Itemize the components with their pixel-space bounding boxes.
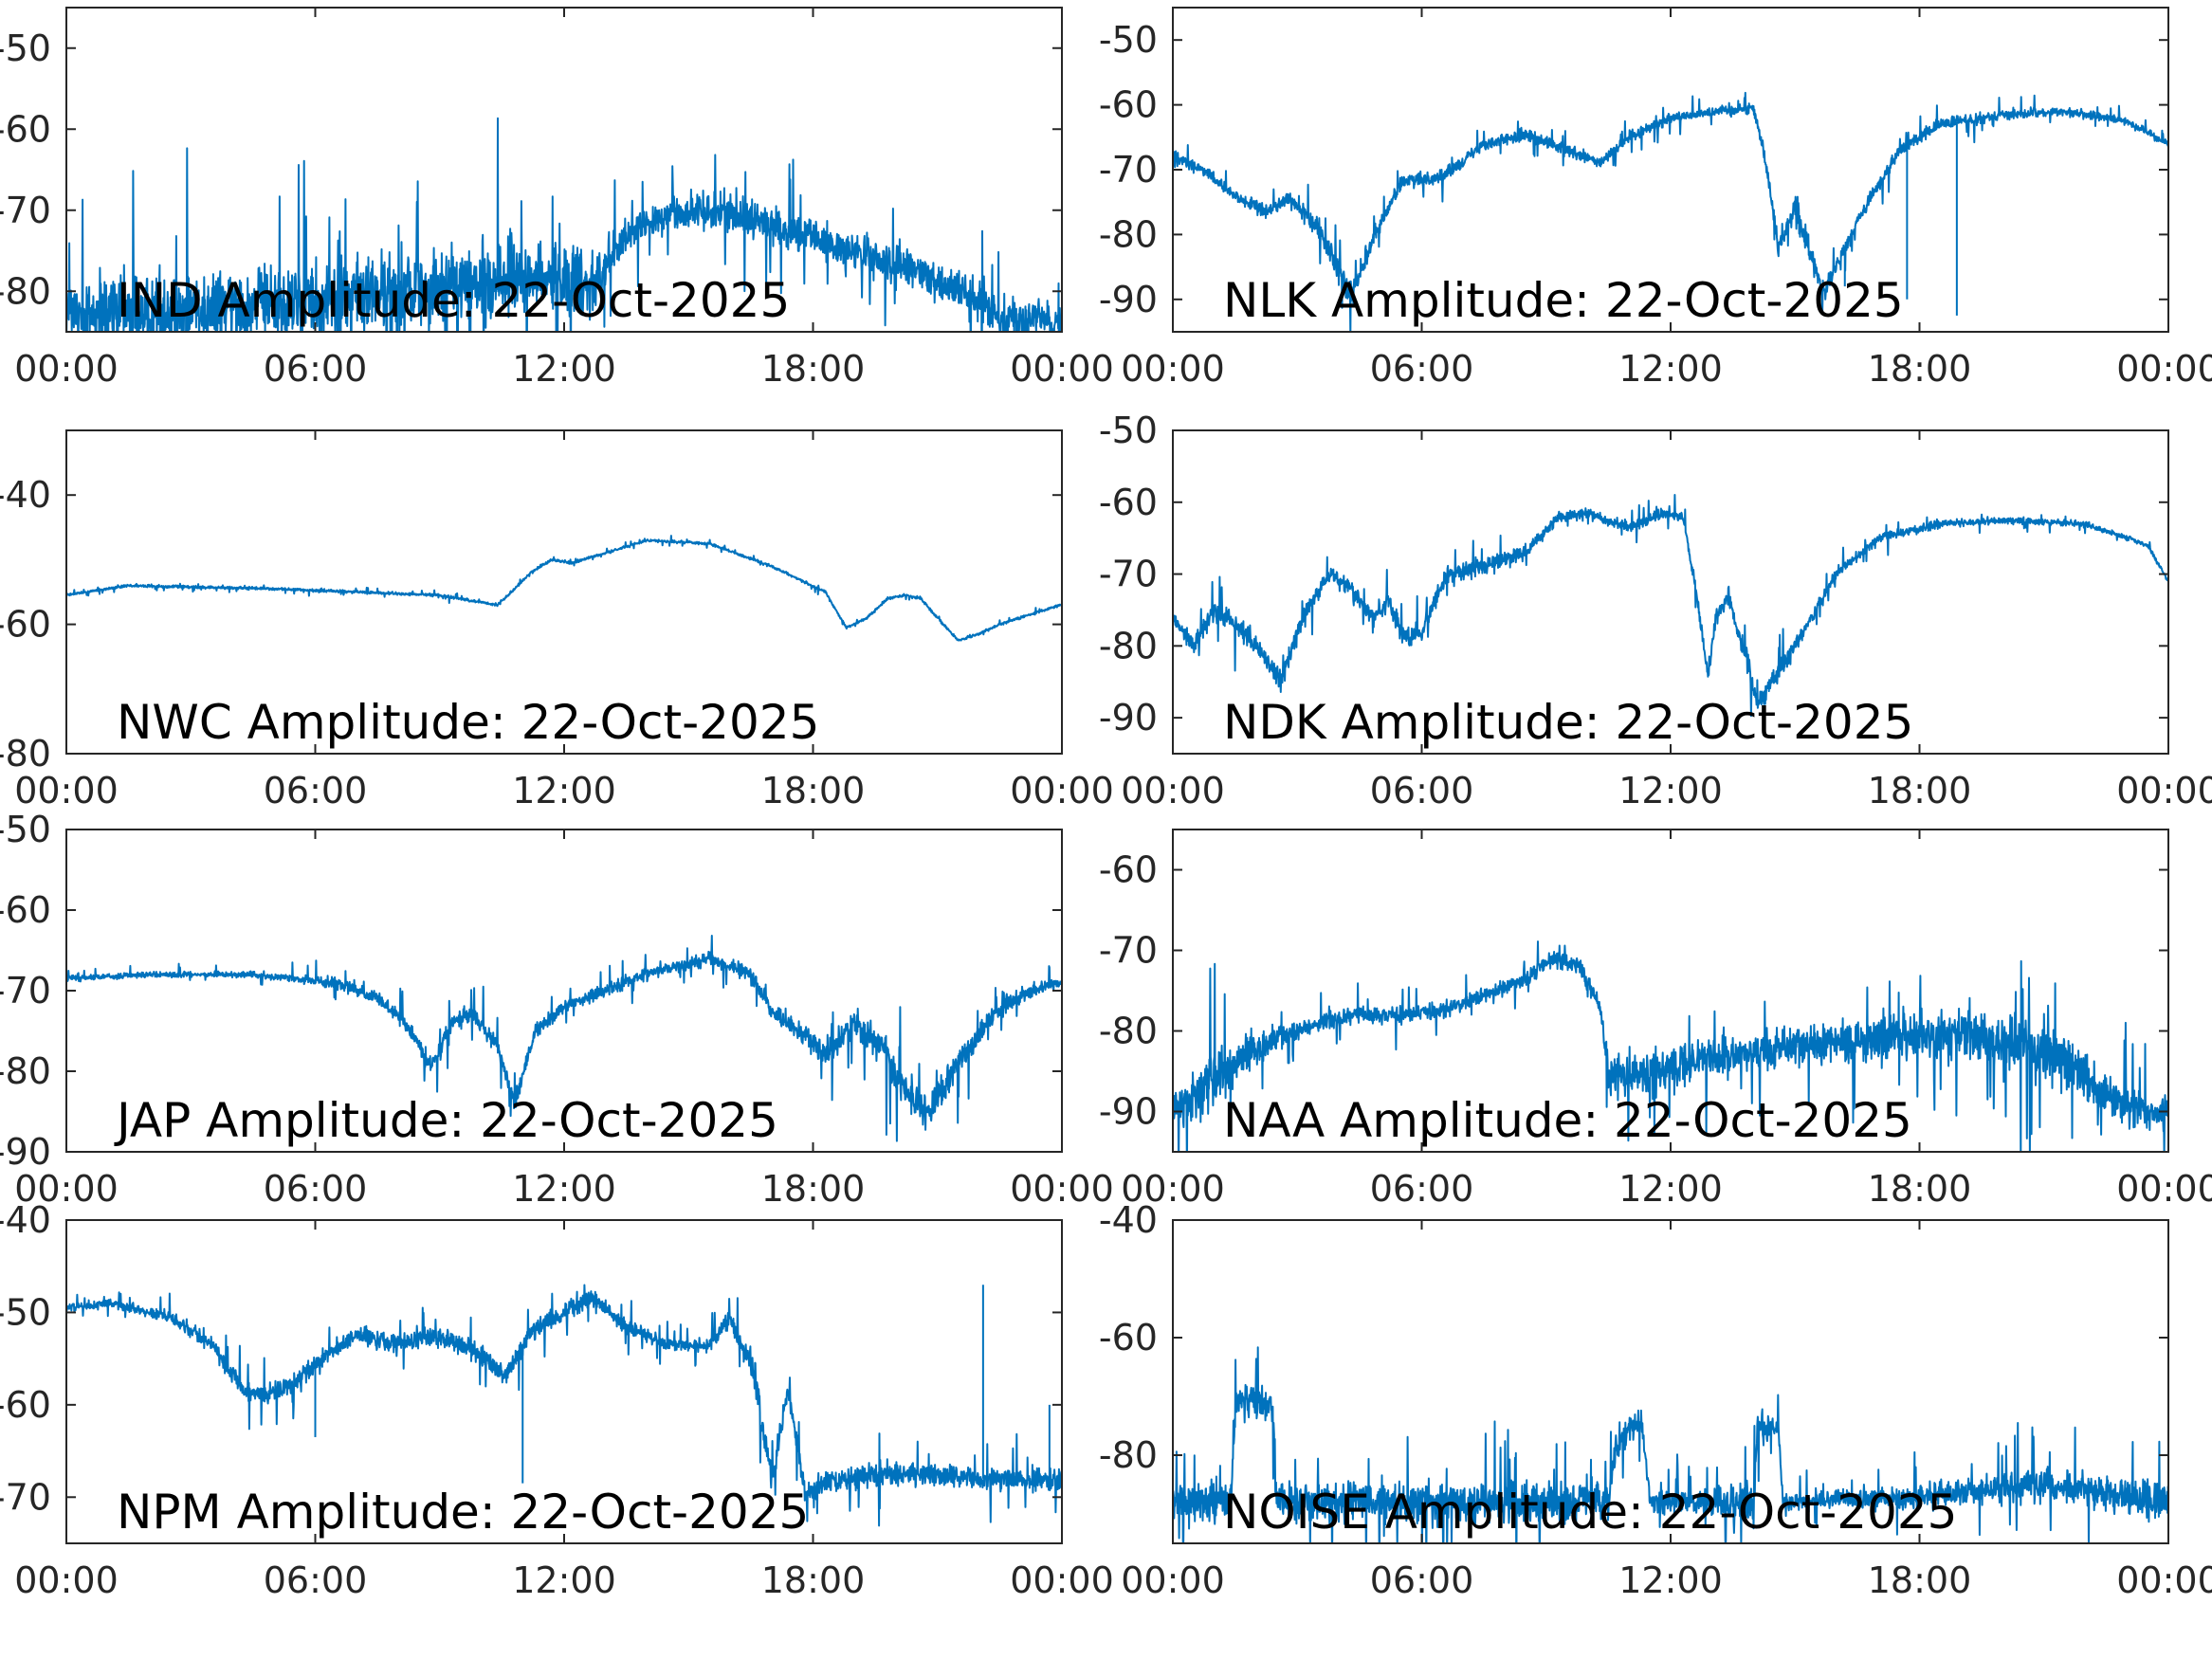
y-tick-label: -40: [0, 474, 51, 516]
y-tick-label: -70: [0, 1476, 51, 1518]
y-tick-label: -80: [1099, 213, 1158, 255]
x-tick-label: 00:00: [1121, 770, 1225, 811]
data-series-line: [66, 535, 1062, 642]
panel-title: NAA Amplitude: 22-Oct-2025: [1223, 1093, 1912, 1148]
x-tick-label: 00:00: [1010, 348, 1114, 390]
x-tick-label: 18:00: [761, 348, 866, 390]
y-tick-label: -80: [1099, 1011, 1158, 1052]
x-tick-label: 18:00: [761, 1168, 866, 1210]
panel-title: NDK Amplitude: 22-Oct-2025: [1223, 695, 1913, 750]
x-tick-label: 12:00: [512, 348, 616, 390]
x-tick-label: 00:00: [2116, 1559, 2212, 1601]
chart-panel: 00:00 06:00 12:00 18:00 00:00 -50 -60 -70 -80 -90…: [0, 809, 1114, 1210]
x-tick-label: 06:00: [1370, 1168, 1474, 1210]
y-tick-label: -80: [1099, 625, 1158, 666]
x-tick-label: 00:00: [2116, 348, 2212, 390]
x-tick-label: 12:00: [1618, 1168, 1723, 1210]
x-tick-label: 12:00: [512, 1168, 616, 1210]
y-tick-label: -60: [1099, 482, 1158, 523]
x-tick-label: 12:00: [1618, 348, 1723, 390]
y-tick-label: -90: [1099, 1091, 1158, 1133]
x-tick-label: 06:00: [264, 1168, 368, 1210]
x-tick-label: 18:00: [1868, 770, 1972, 811]
x-tick-label: 06:00: [1370, 770, 1474, 811]
panel-title: IND Amplitude: 22-Oct-2025: [117, 273, 790, 328]
y-tick-label: -90: [1099, 279, 1158, 320]
y-tick-label: -90: [0, 1131, 51, 1173]
x-tick-label: 12:00: [1618, 1559, 1723, 1601]
data-series-line: [1173, 1346, 2168, 1543]
data-series-line: [1173, 91, 2168, 332]
x-tick-label: 00:00: [1010, 1559, 1114, 1601]
y-tick-label: -50: [0, 1291, 51, 1333]
data-series-line: [66, 935, 1062, 1142]
y-tick-label: -70: [1099, 149, 1158, 191]
x-tick-label: 06:00: [264, 770, 368, 811]
y-tick-label: -50: [1099, 19, 1158, 61]
y-tick-label: -60: [0, 889, 51, 931]
y-tick-label: -80: [0, 1050, 51, 1092]
y-tick-label: -80: [0, 733, 51, 775]
y-tick-label: -70: [1099, 554, 1158, 595]
panel-title: NWC Amplitude: 22-Oct-2025: [117, 695, 819, 750]
chart-panel: 00:00 06:00 12:00 18:00 00:00 -40 -60 -80 NOISE …: [1099, 1199, 2212, 1601]
x-tick-label: 00:00: [2116, 1168, 2212, 1210]
x-tick-label: 00:00: [1121, 1559, 1225, 1601]
x-tick-label: 00:00: [14, 348, 119, 390]
y-tick-label: -50: [0, 27, 51, 69]
x-tick-label: 06:00: [1370, 1559, 1474, 1601]
data-series-line: [66, 1284, 1062, 1527]
x-tick-label: 06:00: [264, 348, 368, 390]
y-tick-label: -70: [1099, 930, 1158, 972]
x-tick-label: 00:00: [14, 1559, 119, 1601]
x-tick-label: 00:00: [14, 1168, 119, 1210]
y-tick-label: -90: [1099, 697, 1158, 738]
y-tick-label: -40: [1099, 1199, 1158, 1241]
chart-panel: 00:00 06:00 12:00 18:00 00:00 -50 -60 -70 -80 -90…: [1099, 410, 2212, 811]
x-tick-label: 00:00: [1121, 348, 1225, 390]
y-tick-label: -60: [0, 1384, 51, 1426]
panel-title: NLK Amplitude: 22-Oct-2025: [1223, 273, 1904, 328]
y-tick-label: -80: [0, 270, 51, 312]
panel-title: JAP Amplitude: 22-Oct-2025: [114, 1093, 778, 1148]
chart-panel: 00:00 06:00 12:00 18:00 00:00 -40 -60 -80 NWC Am…: [0, 429, 1114, 811]
chart-panel: 00:00 06:00 12:00 18:00 00:00 -50 -60 -70 -80 -90…: [1099, 7, 2212, 390]
x-tick-label: 18:00: [1868, 1168, 1972, 1210]
x-tick-label: 06:00: [1370, 348, 1474, 390]
y-tick-label: -60: [1099, 84, 1158, 126]
x-tick-label: 00:00: [1010, 1168, 1114, 1210]
x-tick-label: 12:00: [1618, 770, 1723, 811]
x-tick-label: 18:00: [1868, 348, 1972, 390]
y-tick-label: -60: [1099, 1317, 1158, 1358]
x-tick-label: 12:00: [512, 1559, 616, 1601]
y-tick-label: -60: [1099, 849, 1158, 891]
x-tick-label: 00:00: [1010, 770, 1114, 811]
y-tick-label: -50: [1099, 410, 1158, 451]
y-tick-label: -50: [0, 809, 51, 850]
chart-panel: 00:00 06:00 12:00 18:00 00:00 -60 -70 -80 -90 NAA…: [1099, 829, 2212, 1210]
x-tick-label: 18:00: [761, 770, 866, 811]
y-tick-label: -60: [0, 604, 51, 646]
x-tick-label: 18:00: [1868, 1559, 1972, 1601]
y-tick-label: -70: [0, 970, 51, 1012]
x-tick-label: 12:00: [512, 770, 616, 811]
x-tick-label: 18:00: [761, 1559, 866, 1601]
y-tick-label: -70: [0, 190, 51, 231]
data-series-line: [1173, 494, 2168, 718]
y-tick-label: -80: [1099, 1434, 1158, 1476]
x-tick-label: 06:00: [264, 1559, 368, 1601]
y-tick-label: -40: [0, 1199, 51, 1241]
data-series-line: [1173, 940, 2168, 1152]
chart-panel: 00:00 06:00 12:00 18:00 00:00 -40 -50 -60 -70 NPM…: [0, 1199, 1114, 1601]
chart-panel: 00:00 06:00 12:00 18:00 00:00 -50 -60 -70 -80 IND…: [0, 7, 1114, 390]
y-tick-label: -60: [0, 108, 51, 150]
x-tick-label: 00:00: [14, 770, 119, 811]
x-tick-label: 00:00: [2116, 770, 2212, 811]
data-series-line: [66, 117, 1062, 332]
x-tick-label: 00:00: [1121, 1168, 1225, 1210]
panel-title: NOISE Amplitude: 22-Oct-2025: [1223, 1485, 1958, 1540]
panel-title: NPM Amplitude: 22-Oct-2025: [117, 1485, 809, 1540]
